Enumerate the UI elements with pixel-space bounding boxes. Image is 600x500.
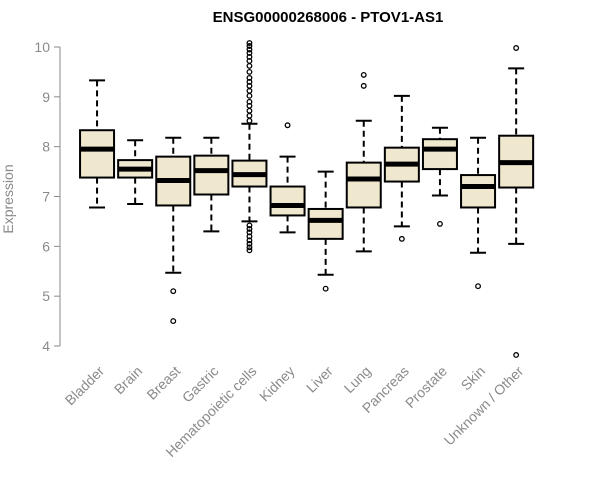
box-unknown-other: [498, 45, 535, 358]
boxes-group: [79, 40, 535, 358]
outlier-point: [246, 43, 253, 49]
box-iqr: [269, 185, 306, 217]
box-iqr: [345, 161, 382, 209]
y-axis: 4 5 6 7 8 9 10: [34, 39, 61, 354]
box-kidney: [269, 122, 306, 234]
box-brain: [117, 139, 154, 205]
outlier-point: [246, 107, 253, 114]
outlier-point: [322, 285, 329, 292]
x-tick-label: Skin: [458, 363, 489, 394]
outlier-point: [246, 62, 253, 69]
outlier-point: [398, 235, 405, 242]
box-iqr: [79, 129, 116, 179]
outlier-point: [284, 122, 291, 129]
box-pancreas: [383, 94, 420, 242]
outlier-point: [513, 45, 520, 51]
x-tick-label: Bladder: [62, 363, 108, 409]
box-iqr: [193, 154, 230, 196]
outlier-point: [170, 318, 177, 325]
y-tick-label: 8: [42, 139, 50, 155]
y-tick-label: 7: [42, 189, 50, 205]
box-bladder: [79, 79, 116, 209]
x-tick-label: Breast: [143, 363, 183, 403]
y-axis-label: Expression: [0, 164, 16, 233]
outlier-point: [246, 68, 253, 75]
outlier-point: [246, 222, 253, 229]
box-iqr: [307, 207, 344, 240]
box-skin: [460, 136, 497, 290]
outlier-point: [170, 288, 177, 295]
outlier-point: [246, 240, 253, 247]
x-tick-label: Prostate: [402, 363, 450, 411]
y-tick-label: 9: [42, 89, 50, 105]
outlier-point: [246, 92, 253, 99]
box-iqr: [421, 138, 458, 171]
outlier-point: [246, 225, 253, 232]
x-tick-label: Brain: [111, 363, 145, 397]
y-tick-label: 5: [42, 288, 50, 304]
outlier-point: [437, 220, 443, 227]
x-tick-label: Kidney: [256, 363, 298, 405]
box-liver: [307, 170, 344, 292]
outlier-point: [246, 87, 253, 94]
box-gastric: [193, 136, 230, 233]
x-tick-label: Liver: [303, 363, 336, 396]
y-tick-label: 4: [42, 338, 50, 354]
box-breast: [155, 136, 192, 325]
box-iqr: [460, 174, 497, 209]
outlier-point: [246, 237, 253, 244]
outlier-point: [360, 71, 367, 78]
outlier-point: [513, 352, 520, 358]
outlier-point: [246, 112, 253, 119]
box-prostate: [421, 126, 458, 227]
x-tick-label: Lung: [341, 363, 374, 396]
chart-title: ENSG00000268006 - PTOV1-AS1: [213, 9, 444, 26]
outlier-point: [246, 247, 253, 254]
outlier-point: [246, 117, 253, 124]
y-tick-label: 10: [34, 39, 50, 55]
y-tick-label: 6: [42, 238, 50, 254]
outlier-point: [246, 46, 253, 53]
outlier-point: [246, 40, 253, 46]
outlier-point: [246, 244, 253, 251]
box-lung: [345, 71, 382, 253]
box-hematopoietic-cells: [231, 40, 268, 254]
outlier-point: [475, 283, 481, 290]
outlier-point: [360, 82, 367, 89]
